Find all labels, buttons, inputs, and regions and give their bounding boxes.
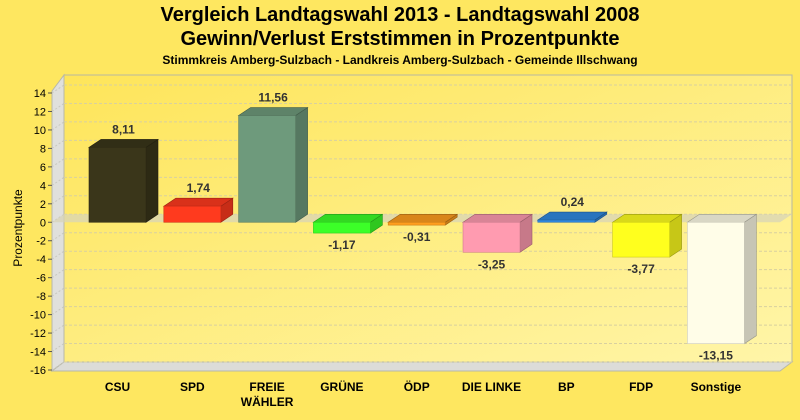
value-label: 11,56 [258, 91, 288, 105]
bar-bp [536, 211, 608, 223]
gridline-side [51, 269, 65, 279]
bar-csu [88, 138, 159, 223]
bar-ödp [387, 213, 459, 226]
y-tick-label: -14 [30, 347, 46, 359]
y-tick-label: -6 [36, 273, 46, 285]
bar-side [145, 138, 159, 223]
bar-front [387, 221, 446, 226]
bar-sonstige [686, 213, 758, 345]
x-category-label: Sonstige [691, 380, 742, 394]
x-category-label: CSU [105, 380, 130, 394]
x-category-label: FREIE [249, 380, 284, 394]
bar-top [162, 197, 234, 207]
gridline-side [51, 232, 65, 242]
bar-front [537, 219, 596, 223]
y-tick-label: -4 [36, 254, 46, 266]
y-tick-label: -2 [36, 236, 46, 248]
gridline-side [51, 158, 65, 168]
gridline-side [51, 176, 65, 186]
y-tick-label: 6 [40, 162, 46, 174]
y-tick-label: -12 [30, 328, 46, 340]
bar-top [462, 213, 533, 223]
y-tick-label: 14 [34, 88, 46, 100]
bar-grüne [312, 213, 384, 234]
bar-spd [162, 197, 234, 223]
bar-top [312, 213, 384, 223]
bar-top [88, 139, 159, 148]
gridline-side [51, 250, 65, 260]
chart-subtitle: Gewinn/Verlust Erststimmen in Prozentpun… [180, 28, 620, 50]
gridline-side [51, 213, 65, 223]
bar-freie-wähler [237, 106, 309, 223]
gridline-side [51, 121, 65, 131]
bars: 8,11 1,74 11,56 -1,17 -0,31 -3,25 0,24 -3,77 -13… [88, 91, 758, 363]
gridline-side [51, 343, 65, 352]
x-category-label: GRÜNE [320, 379, 363, 394]
y-tick-label: 10 [34, 125, 46, 137]
gridline-side [51, 195, 65, 205]
bar-die-linke [462, 213, 533, 253]
x-category-label: FDP [629, 380, 653, 394]
x-category-label: BP [558, 380, 575, 394]
bar-front [163, 205, 222, 223]
y-tick-label: 12 [34, 106, 46, 118]
bar-front [238, 115, 296, 223]
floor [50, 361, 794, 372]
value-label: -13,15 [699, 349, 733, 363]
value-label: -1,17 [328, 238, 356, 252]
gridline-side [51, 361, 65, 371]
bar-side [744, 213, 757, 345]
gridline-side [51, 287, 65, 297]
value-label: 8,11 [112, 122, 135, 136]
gridline-side [51, 324, 65, 334]
bar-side [295, 106, 308, 223]
value-label: 1,74 [187, 181, 211, 195]
bar-fdp [611, 213, 683, 258]
gridline-side [51, 139, 65, 149]
bar-top [237, 107, 309, 116]
y-tick-label: -10 [30, 310, 46, 322]
y-tick-label: 4 [40, 180, 46, 192]
y-tick-label: -16 [30, 365, 46, 377]
y-tick-label: -8 [36, 291, 46, 303]
gridline-side [51, 84, 65, 94]
y-axis: 14 12 10 8 6 4 2 0 -2 -4 -6 -8 -10 -12 -14 -16 [30, 88, 52, 377]
x-category-label: SPD [180, 380, 205, 394]
bar-top [686, 213, 758, 223]
value-label: -0,31 [403, 230, 431, 244]
x-category-label: WÄHLER [241, 394, 294, 409]
y-tick-label: 0 [40, 217, 46, 229]
y-tick-label: 8 [40, 143, 46, 155]
bar-front [313, 221, 371, 234]
chart-title: Vergleich Landtagswahl 2013 - Landtagswa… [160, 4, 640, 26]
y-tick-label: 2 [40, 199, 46, 211]
bar-top [387, 213, 459, 223]
value-label: -3,77 [627, 262, 655, 276]
gridline-side [51, 103, 65, 112]
x-category-label: DIE LINKE [462, 380, 521, 394]
bar-front [612, 221, 670, 258]
y-axis-label: Prozentpunkte [11, 189, 25, 267]
bar-top [611, 213, 683, 223]
bar-front [687, 221, 745, 344]
chart-subtitle-region: Stimmkreis Amberg-Sulzbach - Landkreis A… [162, 53, 638, 67]
bar-front [88, 147, 147, 223]
bar-top [536, 211, 608, 221]
gridline-side [51, 306, 65, 316]
bar-front [462, 221, 521, 253]
value-label: -3,25 [478, 257, 506, 271]
value-label: 0,24 [561, 195, 585, 209]
x-category-label: ÖDP [404, 379, 430, 394]
